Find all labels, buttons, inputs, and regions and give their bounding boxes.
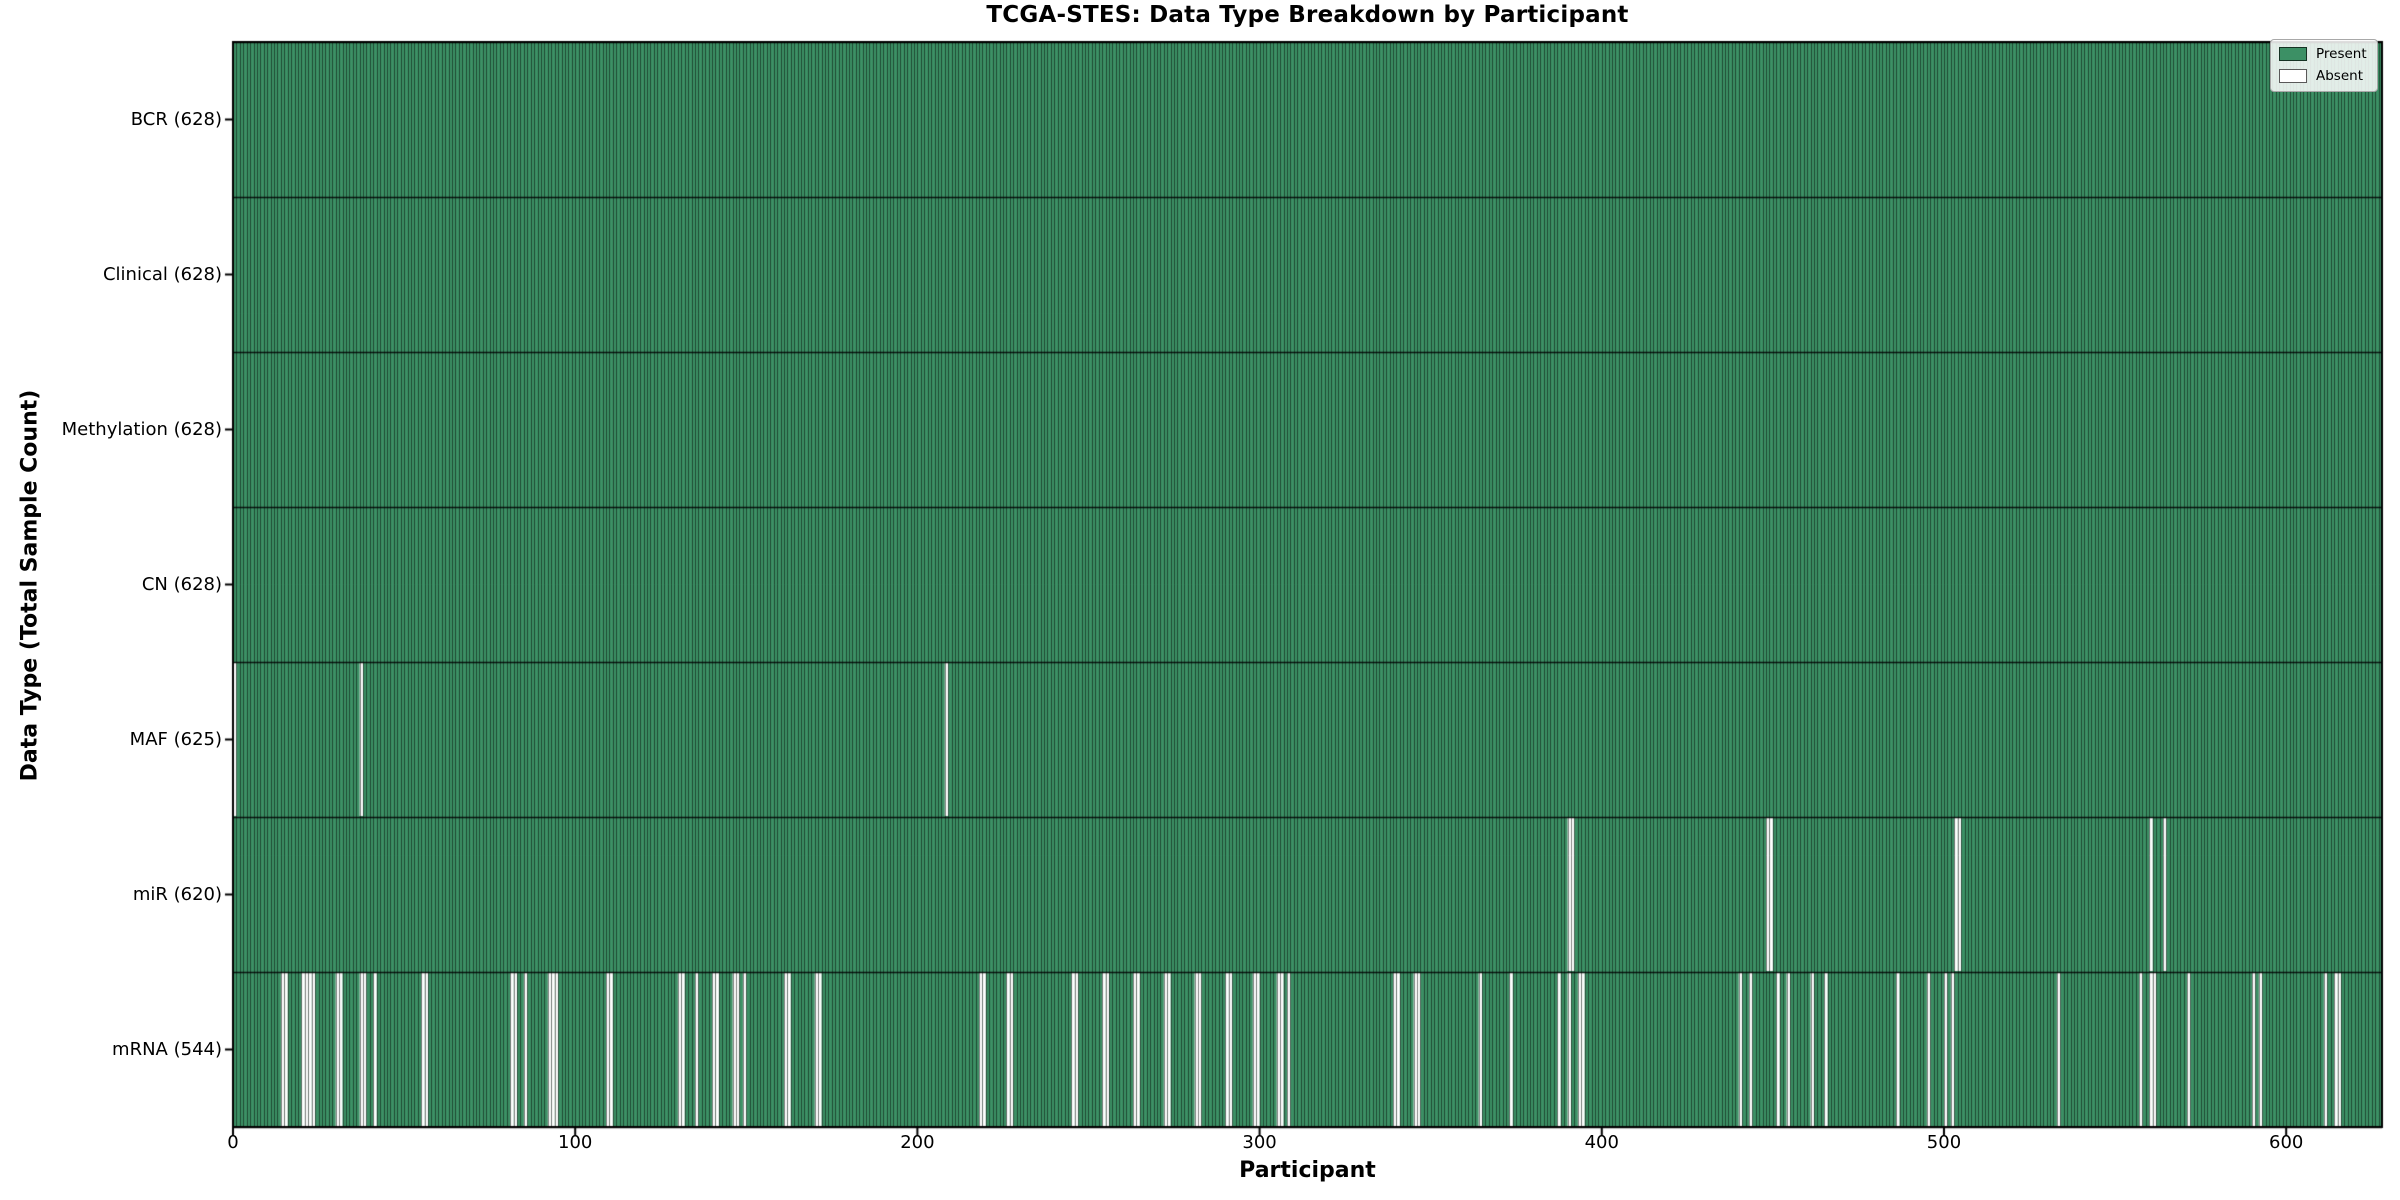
x-tick-label: 600	[2268, 1132, 2304, 1153]
legend-label-absent: Absent	[2316, 68, 2363, 84]
y-tick-label: miR (620)	[132, 883, 222, 905]
x-tick-label: 200	[900, 1132, 935, 1153]
y-tick-label: Methylation (628)	[61, 418, 222, 440]
legend-label-present: Present	[2316, 46, 2367, 62]
x-tick-label: 400	[1584, 1132, 1619, 1153]
plot-title: TCGA-STES: Data Type Breakdown by Partic…	[986, 2, 1629, 28]
present-swatch-icon	[2279, 47, 2307, 61]
x-tick-label: 100	[558, 1132, 593, 1153]
legend: Present Absent	[2270, 39, 2378, 92]
absent-swatch-icon	[2279, 69, 2307, 83]
y-tick-label: mRNA (544)	[112, 1038, 222, 1060]
y-tick-label: MAF (625)	[129, 728, 222, 750]
y-tick-label: BCR (628)	[130, 108, 222, 130]
x-tick-label: 0	[227, 1132, 239, 1153]
legend-item-absent: Absent	[2279, 68, 2367, 84]
y-tick-label: Clinical (628)	[102, 263, 222, 285]
x-tick-label: 500	[1926, 1132, 1962, 1153]
x-tick-label: 300	[1242, 1132, 1277, 1153]
legend-item-present: Present	[2279, 46, 2367, 62]
x-axis-label: Participant	[1239, 1158, 1376, 1183]
y-tick-label: CN (628)	[141, 573, 222, 595]
